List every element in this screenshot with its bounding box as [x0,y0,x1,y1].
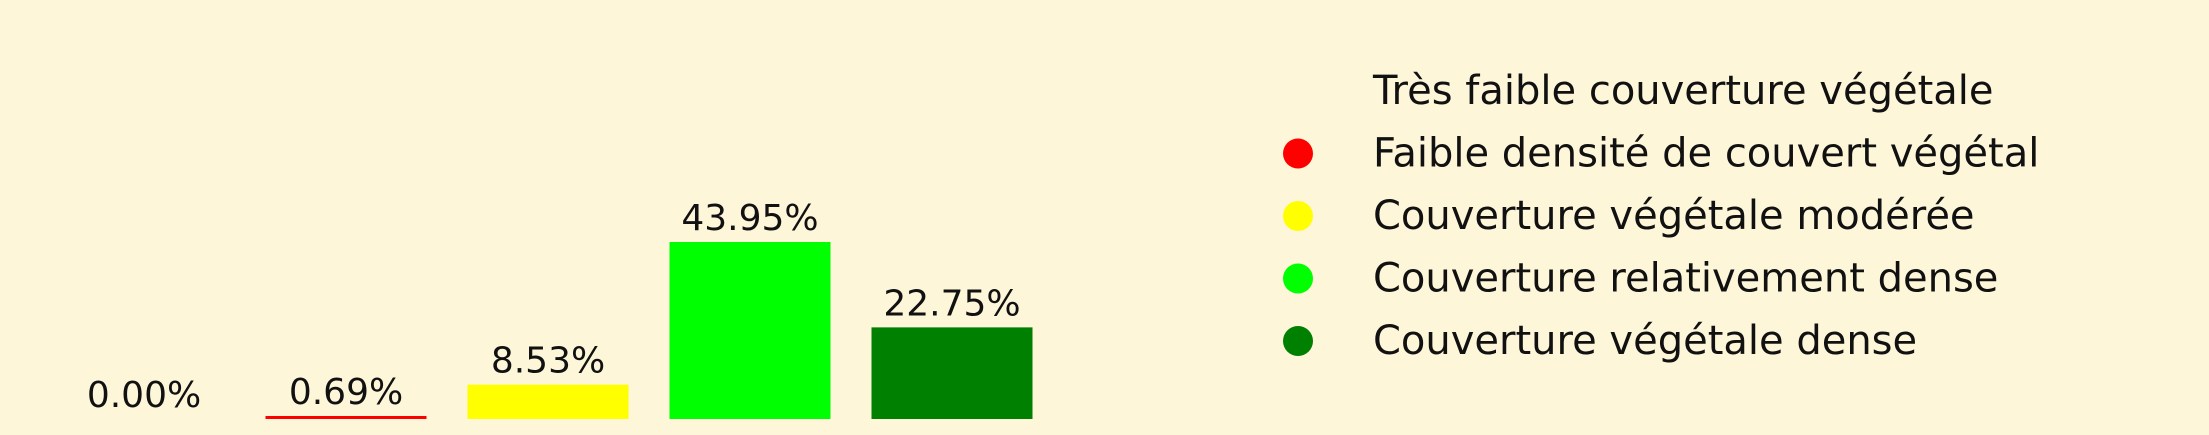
legend-label-0: Très faible couverture végétale [1372,68,1994,114]
value-label-3: 43.95% [681,198,818,239]
value-label-4: 22.75% [883,283,1020,324]
legend-marker-1 [1283,138,1313,169]
legend-label-3: Couverture relativement dense [1373,256,1998,302]
value-label-2: 8.53% [491,341,605,382]
bars-group [265,242,1033,419]
value-label-0: 0.00% [87,375,201,416]
legend-marker-4 [1283,326,1313,356]
legend-marker-0 [1283,76,1313,106]
value-label-1: 0.69% [289,372,403,413]
bar-3 [669,242,831,419]
bar-4 [871,327,1033,419]
legend-label-4: Couverture végétale dense [1373,318,1917,364]
legend-marker-2 [1283,201,1313,231]
bar-1 [265,416,427,419]
legend: Très faible couverture végétale Faible de… [1283,68,2039,364]
value-labels-group: 0.00% 0.69% 8.53% 43.95% 22.75% [87,198,1021,416]
legend-label-2: Couverture végétale modérée [1373,193,1975,239]
legend-marker-3 [1283,263,1313,294]
legend-label-1: Faible densité de couvert végétal [1373,131,2039,177]
bar-2 [467,384,629,419]
